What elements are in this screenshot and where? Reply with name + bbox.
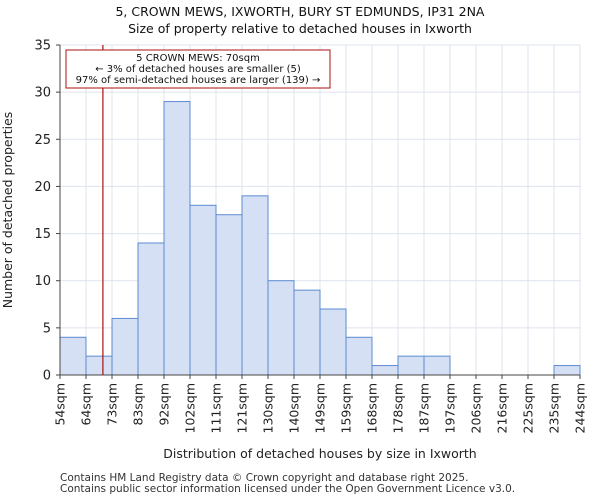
bar-102sqm	[189, 204, 217, 376]
bar-149sqm	[319, 308, 347, 376]
x-tick-label: 54sqm	[53, 383, 68, 426]
y-axis-title: Number of detached properties	[0, 112, 15, 309]
x-tick-label: 130sqm	[261, 383, 276, 433]
x-axis-title: Distribution of detached houses by size …	[163, 446, 476, 461]
x-tick-label: 73sqm	[105, 383, 120, 426]
y-tick-label: 0	[43, 369, 51, 384]
x-tick-label: 178sqm	[391, 383, 406, 433]
y-tick-label: 30	[34, 86, 51, 101]
x-tick-label: 168sqm	[365, 383, 380, 433]
annotation-line-2: ← 3% of detached houses are smaller (5)	[95, 64, 301, 75]
bar-235sqm	[553, 365, 581, 376]
x-tick-label: 159sqm	[339, 383, 354, 433]
y-tick-label: 35	[34, 39, 51, 54]
x-tick-label: 83sqm	[131, 383, 146, 426]
annotation-line-1: 5 CROWN MEWS: 70sqm	[136, 53, 260, 64]
y-tick-label: 5	[43, 321, 51, 336]
bar-54sqm	[59, 336, 87, 376]
bar-159sqm	[345, 336, 373, 376]
x-tick-label: 235sqm	[547, 383, 562, 433]
bar-168sqm	[371, 365, 399, 376]
x-tick-label: 111sqm	[209, 383, 224, 433]
bar-130sqm	[267, 280, 295, 376]
x-tick-label: 121sqm	[235, 383, 250, 433]
chart-subtitle: Size of property relative to detached ho…	[128, 21, 472, 36]
chart-title: 5, CROWN MEWS, IXWORTH, BURY ST EDMUNDS,…	[115, 4, 485, 19]
bar-187sqm	[423, 355, 451, 376]
bar-92sqm	[163, 101, 191, 376]
y-tick-label: 20	[34, 180, 51, 195]
bar-121sqm	[241, 195, 269, 376]
x-tick-label: 64sqm	[79, 383, 94, 426]
x-tick-label: 197sqm	[443, 383, 458, 433]
x-tick-label: 140sqm	[287, 383, 302, 433]
footer-copyright: Contains HM Land Registry data © Crown c…	[60, 472, 469, 484]
x-tick-label: 149sqm	[313, 383, 328, 433]
footer-licence: Contains public sector information licen…	[60, 483, 516, 495]
x-tick-label: 206sqm	[469, 383, 484, 433]
x-tick-label: 244sqm	[573, 383, 588, 433]
bar-140sqm	[293, 289, 321, 376]
bar-64sqm	[85, 355, 113, 376]
y-tick-label: 10	[34, 274, 51, 289]
bar-111sqm	[215, 214, 243, 376]
x-tick-label: 92sqm	[157, 383, 172, 426]
annotation-box	[65, 49, 331, 89]
bar-73sqm	[111, 317, 139, 376]
x-tick-label: 225sqm	[521, 383, 536, 433]
y-tick-label: 15	[34, 227, 51, 242]
x-tick-label: 216sqm	[495, 383, 510, 433]
y-tick-label: 25	[34, 133, 51, 148]
x-tick-label: 102sqm	[183, 383, 198, 433]
bar-83sqm	[137, 242, 165, 376]
bar-178sqm	[397, 355, 425, 376]
annotation-line-3: 97% of semi-detached houses are larger (…	[76, 75, 321, 86]
x-tick-label: 187sqm	[417, 383, 432, 433]
